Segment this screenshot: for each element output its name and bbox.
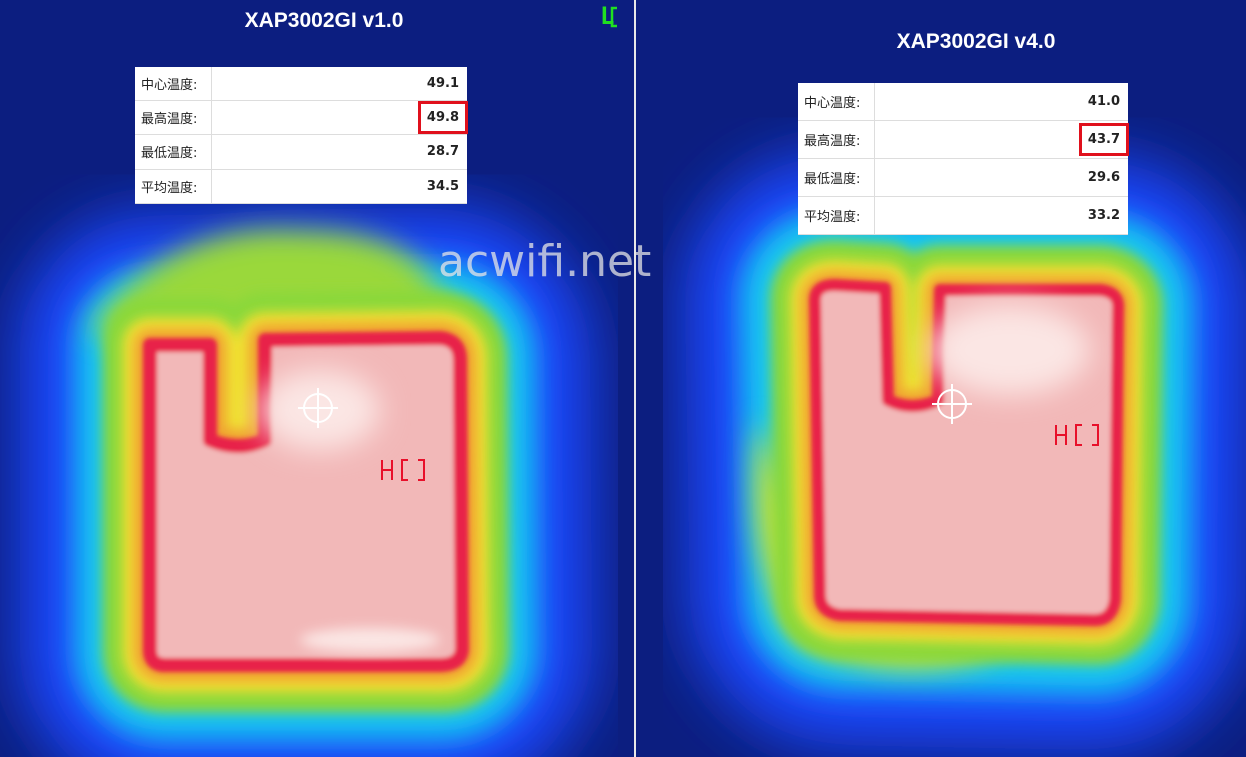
thermal-left	[90, 229, 462, 665]
temperature-label: 最低温度:	[804, 171, 861, 187]
temperature-value: 28.7	[426, 144, 459, 160]
label-cell: 中心温度:	[798, 83, 875, 121]
table-row: 中心温度: 49.1	[135, 67, 467, 101]
temperature-label: 平均温度:	[141, 180, 198, 196]
table-row: 最高温度: 43.7	[798, 120, 1130, 159]
temperature-value: 29.6	[1087, 169, 1120, 185]
temperature-value: 34.5	[426, 178, 459, 194]
value-cell: 49.8	[211, 100, 469, 136]
label-cell: 最高温度:	[798, 120, 875, 159]
corner-bracket	[610, 6, 617, 28]
table-row: 最高温度: 49.8	[135, 100, 469, 136]
table-row: 最低温度: 28.7	[135, 134, 467, 170]
label-cell: 中心温度:	[135, 67, 212, 101]
label-cell: 最高温度:	[135, 100, 212, 136]
temperature-label: 最高温度:	[804, 133, 861, 149]
temperature-label: 平均温度:	[804, 209, 861, 225]
label-cell: 最低温度:	[798, 158, 875, 197]
table-row: 平均温度: 33.2	[798, 196, 1128, 236]
panel-title: XAP3002GI v1.0	[244, 9, 404, 32]
value-cell: 33.2	[874, 196, 1128, 236]
temperature-label: 最高温度:	[141, 112, 198, 128]
table-row: 最低温度: 29.6	[798, 158, 1128, 197]
watermark: acwifi.net	[438, 236, 652, 287]
temperature-table: 中心温度: 41.0 最高温度: 43.7 最低温度: 29.6 平均温度: 33.2	[798, 83, 1130, 236]
temperature-value: 49.1	[426, 75, 459, 91]
value-cell: 49.1	[211, 67, 467, 101]
value-cell: 34.5	[211, 169, 467, 205]
temperature-value: 49.8	[417, 101, 469, 135]
thermal-right	[755, 285, 1118, 668]
temperature-label: 中心温度:	[804, 95, 861, 111]
temperature-label: 最低温度:	[141, 146, 198, 162]
temperature-table: 中心温度: 49.1 最高温度: 49.8 最低温度: 28.7 平均温度: 34.5	[135, 67, 469, 205]
divider	[634, 0, 636, 757]
temperature-value: 41.0	[1087, 93, 1120, 109]
value-cell: 43.7	[874, 120, 1130, 159]
corner-mark: L	[600, 2, 615, 30]
temperature-value: 43.7	[1078, 122, 1130, 156]
temperature-value: 33.2	[1087, 207, 1120, 223]
temperature-label: 中心温度:	[141, 77, 198, 93]
table-row: 中心温度: 41.0	[798, 83, 1128, 121]
panel-title: XAP3002GI v4.0	[896, 30, 1056, 53]
label-cell: 最低温度:	[135, 134, 212, 170]
label-cell: 平均温度:	[135, 169, 212, 205]
value-cell: 28.7	[211, 134, 467, 170]
value-cell: 41.0	[874, 83, 1128, 121]
label-cell: 平均温度:	[798, 196, 875, 236]
value-cell: 29.6	[874, 158, 1128, 197]
table-row: 平均温度: 34.5	[135, 169, 467, 205]
